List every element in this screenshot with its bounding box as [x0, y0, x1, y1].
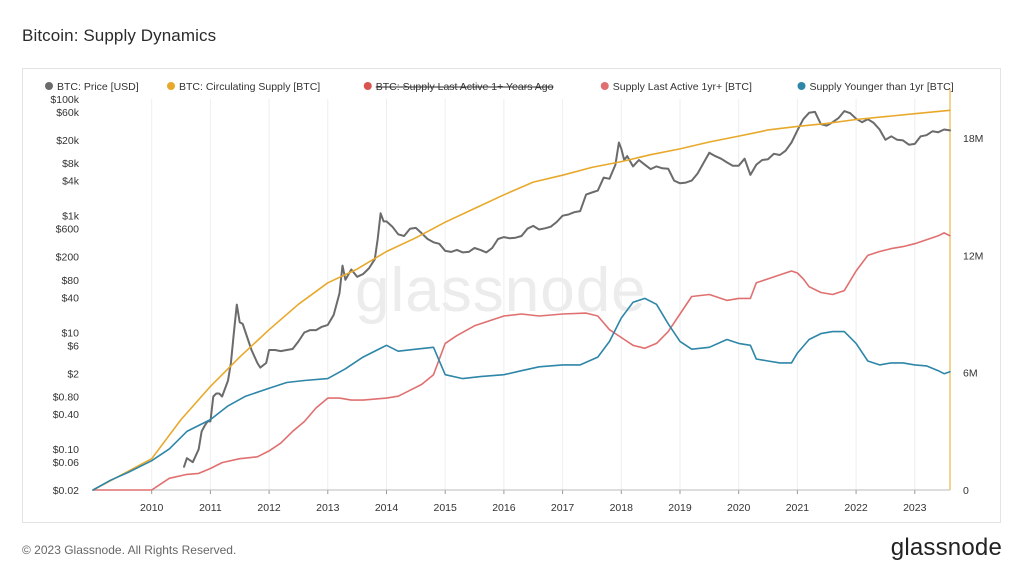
x-tick-label-12: 2022	[844, 502, 868, 514]
series-layer	[92, 109, 951, 491]
legend-label-1: BTC: Circulating Supply [BTC]	[179, 81, 320, 93]
x-tick-label-0: 2010	[140, 502, 164, 514]
y-right-tick-label-0: 18M	[963, 133, 983, 145]
legend-label-0: BTC: Price [USD]	[57, 81, 139, 93]
x-tick-label-13: 2023	[903, 502, 927, 514]
x-tick-label-8: 2018	[610, 502, 634, 514]
y-left-tick-label-4: $4k	[62, 176, 80, 188]
legend-dot-3	[600, 82, 609, 90]
page-title: Bitcoin: Supply Dynamics	[22, 26, 217, 45]
x-tick-label-5: 2015	[434, 502, 458, 514]
y-left-tick-label-16: $0.06	[53, 457, 79, 469]
y-left-tick-label-1: $60k	[56, 107, 80, 119]
y-right-tick-label-2: 6M	[963, 368, 978, 380]
legend-item-2[interactable]: BTC: Supply Last Active 1+ Years Ago	[363, 81, 554, 93]
y-left-tick-label-10: $10	[61, 327, 79, 339]
legend-dot-0	[45, 82, 53, 90]
x-tick-label-3: 2013	[316, 502, 340, 514]
y-left-tick-label-15: $0.10	[53, 444, 79, 456]
legend-label-3: Supply Last Active 1yr+ [BTC]	[613, 81, 752, 93]
x-tick-label-9: 2019	[668, 502, 692, 514]
series-line-2	[92, 232, 951, 491]
y-left-tick-label-17: $0.02	[53, 485, 79, 497]
x-tick-label-10: 2020	[727, 502, 751, 514]
supply-dynamics-chart: glassnode BTC: Price [USD] BTC: Circulati…	[45, 81, 983, 514]
copyright-text: © 2023 Glassnode. All Rights Reserved.	[22, 543, 237, 557]
y-right-tick-label-1: 12M	[963, 250, 983, 262]
y-left-tick-label-13: $0.80	[53, 391, 79, 403]
x-tick-label-11: 2021	[786, 502, 810, 514]
legend-item-0[interactable]: BTC: Price [USD]	[45, 81, 139, 93]
y-left-tick-label-8: $80	[61, 275, 79, 287]
series-line-3	[92, 297, 951, 491]
x-tick-label-6: 2016	[492, 502, 516, 514]
y-left-tick-label-0: $100k	[50, 94, 79, 106]
legend-item-4[interactable]: Supply Younger than 1yr [BTC]	[797, 81, 954, 93]
x-tick-label-1: 2011	[199, 502, 222, 514]
y-right-tick-label-3: 0	[963, 485, 969, 497]
y-left-tick-label-14: $0.40	[53, 409, 79, 421]
series-line-1	[92, 109, 951, 491]
legend-dot-2	[363, 82, 372, 90]
x-tick-label-7: 2017	[551, 502, 575, 514]
x-tick-label-2: 2012	[257, 502, 281, 514]
y-left-tick-label-11: $6	[67, 340, 79, 352]
chart-card: glassnode BTC: Price [USD] BTC: Circulati…	[22, 68, 1001, 523]
legend-dot-1	[167, 82, 175, 90]
watermark: glassnode	[355, 256, 647, 325]
legend-item-1[interactable]: BTC: Circulating Supply [BTC]	[167, 81, 320, 93]
y-left-tick-label-9: $40	[61, 292, 79, 304]
legend-label-4: Supply Younger than 1yr [BTC]	[810, 81, 954, 93]
y-left-tick-label-3: $8k	[62, 158, 80, 170]
legend: BTC: Price [USD] BTC: Circulating Supply …	[45, 81, 954, 93]
axes: 2010 2011 2012 2013 2014 2015 2016 2017 2018 2019…	[50, 89, 983, 514]
legend-dot-4	[797, 82, 806, 90]
glassnode-logo[interactable]: glassnode	[890, 534, 1002, 561]
x-tick-label-4: 2014	[375, 502, 399, 514]
legend-item-3[interactable]: Supply Last Active 1yr+ [BTC]	[600, 81, 752, 93]
y-left-tick-label-6: $600	[56, 224, 80, 236]
series-line-0	[183, 110, 951, 468]
y-left-tick-label-12: $2	[67, 368, 79, 380]
y-left-tick-label-2: $20k	[56, 135, 80, 147]
y-left-tick-label-5: $1k	[62, 211, 80, 223]
y-left-tick-label-7: $200	[56, 252, 80, 264]
legend-label-2: BTC: Supply Last Active 1+ Years Ago	[376, 81, 554, 93]
